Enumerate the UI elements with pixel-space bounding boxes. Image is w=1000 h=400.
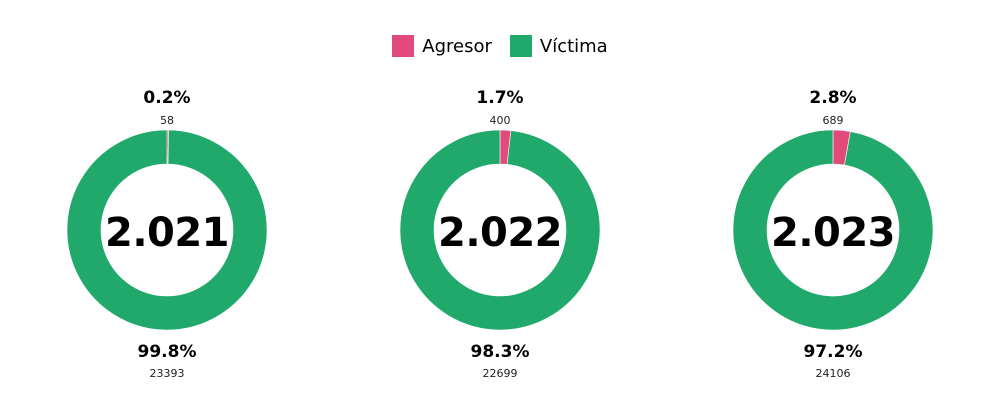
- legend-item-agresor: Agresor: [392, 35, 492, 57]
- donut-center-label: 2.021: [104, 210, 230, 256]
- donut-center-label: 2.022: [437, 210, 563, 256]
- agresor-percent-label: 1.7%: [476, 88, 524, 108]
- agresor-percent-label: 0.2%: [143, 88, 191, 108]
- donut-chart-2: 2.8% 689 2.023 97.2% 24106: [713, 0, 953, 400]
- donut-slice-victima: [399, 129, 601, 331]
- chart-legend: Agresor Víctima: [0, 35, 1000, 57]
- donut-svg: [732, 129, 934, 331]
- agresor-count-label: 400: [489, 114, 511, 127]
- donut-slice-victima: [732, 129, 934, 331]
- agresor-count-label: 58: [160, 114, 174, 127]
- agresor-percent-label: 2.8%: [809, 88, 857, 108]
- donut-svg: [66, 129, 268, 331]
- victima-count-label: 23393: [149, 367, 185, 380]
- victima-count-label: 24106: [815, 367, 851, 380]
- legend-label-agresor: Agresor: [422, 35, 492, 57]
- agresor-count-label: 689: [822, 114, 844, 127]
- donut-chart-1: 1.7% 400 2.022 98.3% 22699: [380, 0, 620, 400]
- donut-svg: [399, 129, 601, 331]
- victima-percent-label: 99.8%: [137, 342, 197, 362]
- legend-swatch-victima: [509, 35, 532, 57]
- legend-label-victima: Víctima: [539, 35, 608, 57]
- legend-swatch-agresor: [392, 35, 415, 57]
- donut-chart-0: 0.2% 58 2.021 99.8% 23393: [47, 0, 287, 400]
- victima-percent-label: 98.3%: [470, 342, 530, 362]
- donut-center-label: 2.023: [770, 210, 896, 256]
- victima-count-label: 22699: [482, 367, 518, 380]
- donut-slice-victima: [66, 129, 268, 331]
- legend-item-victima: Víctima: [509, 35, 608, 57]
- victima-percent-label: 97.2%: [803, 342, 863, 362]
